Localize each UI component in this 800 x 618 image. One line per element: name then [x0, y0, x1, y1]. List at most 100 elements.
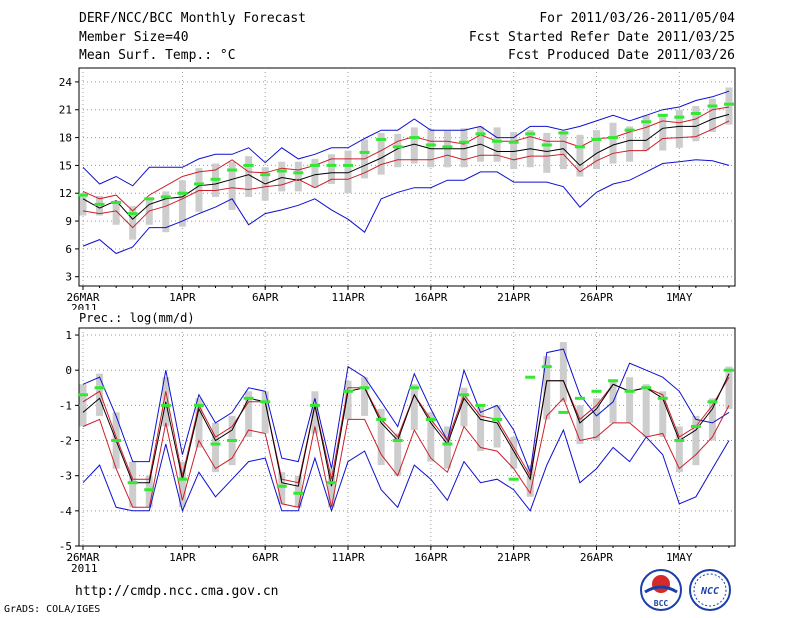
chart-2-xtick-label: 6APR	[252, 551, 279, 564]
bcc-logo-text: BCC	[654, 599, 669, 608]
chart-2-xtick-label: 26APR	[580, 551, 613, 564]
chart-1-box	[659, 115, 667, 151]
chart-1-observed-mark	[608, 136, 619, 140]
chart-1-xtick-label: 16APR	[414, 291, 447, 304]
chart-1-observed-mark	[293, 171, 304, 175]
chart-1-box	[576, 134, 584, 177]
chart-1-box	[79, 193, 87, 216]
chart-1-observed-mark	[525, 132, 536, 136]
chart-2-observed-mark	[359, 386, 370, 390]
chart-2-box	[427, 412, 435, 462]
chart-2-observed-mark	[608, 379, 619, 383]
chart-2-observed-mark	[376, 417, 387, 421]
chart-2-box	[178, 461, 186, 508]
chart-2-xtick-label: 1MAY	[666, 551, 693, 564]
chart-2-observed-mark	[458, 393, 469, 397]
chart-2-box	[460, 387, 468, 427]
chart-1-box	[195, 168, 203, 212]
chart-2-box	[592, 398, 600, 441]
chart-2-box	[510, 437, 518, 469]
chart-1-ensemble-max-line	[82, 90, 730, 187]
chart-1-ensemble-min-line	[82, 159, 730, 255]
chart-2-observed-mark	[210, 442, 221, 446]
chart-2-observed-mark	[293, 491, 304, 495]
chart-1-observed-mark	[574, 145, 585, 149]
chart-2-observed-mark	[525, 375, 536, 379]
chart-1-observed-mark	[177, 191, 188, 195]
chart-2-box	[377, 408, 385, 466]
chart-2-ensemble-max-line	[82, 348, 730, 475]
chart-1-box	[294, 161, 302, 192]
chart-1-observed-mark	[641, 120, 652, 124]
chart-1-xtick-label: 11APR	[331, 291, 364, 304]
source-url[interactable]: http://cmdp.ncc.cma.gov.cn	[75, 584, 279, 599]
chart-1-ytick-label: 9	[65, 215, 72, 228]
chart-2-box	[145, 475, 153, 508]
chart-2-ytick-label: -1	[59, 399, 72, 412]
chart-1-box	[692, 106, 700, 142]
chart-2-ensemble-mean-line	[82, 373, 730, 487]
chart-1-xtick-label: 26MAR	[66, 291, 99, 304]
chart-2-observed-mark	[541, 365, 552, 369]
chart-2-observed-mark	[624, 389, 635, 393]
chart-2-box	[493, 405, 501, 448]
chart-1-observed-mark	[376, 137, 387, 141]
chart-2-observed-mark	[144, 488, 155, 492]
chart-2-observed-mark	[326, 481, 337, 485]
chart-1-ensemble-mean-line	[82, 113, 730, 220]
chart-2-observed-mark	[475, 403, 486, 407]
chart-2-observed-mark	[674, 439, 685, 443]
chart-2-box	[626, 377, 634, 423]
chart-2-box	[278, 472, 286, 504]
chart-2-observed-mark	[558, 410, 569, 414]
chart-2-ytick-label: -3	[59, 470, 72, 483]
chart-2-observed-mark	[690, 424, 701, 428]
chart-1-observed-mark	[309, 163, 320, 167]
chart-2-ytick-label: 1	[65, 329, 72, 342]
chart-1-frame	[78, 67, 736, 287]
bcc-logo: BCC	[640, 569, 682, 611]
chart-1-observed-mark	[144, 197, 155, 201]
chart-1-observed-mark	[458, 140, 469, 144]
chart-1-observed-mark	[707, 104, 718, 108]
chart-2-box	[79, 384, 87, 427]
chart-1-observed-mark	[227, 168, 238, 172]
chart-2-box	[725, 366, 733, 409]
chart-1-observed-mark	[127, 212, 138, 216]
chart-1-box	[311, 158, 319, 188]
chart-1-box	[609, 122, 617, 164]
chart-1-observed-mark	[326, 163, 337, 167]
chart-1-observed-mark	[541, 143, 552, 147]
chart-1-observed-mark	[591, 137, 602, 141]
chart-1-xtick-year: 2011	[71, 302, 98, 310]
chart-2-observed-mark	[574, 396, 585, 400]
chart-2-observed-mark	[425, 417, 436, 421]
chart-2-box	[443, 426, 451, 469]
chart-2-observed-mark	[591, 389, 602, 393]
chart-2-box	[195, 398, 203, 448]
chart-2-ytick-label: -5	[59, 540, 72, 553]
chart-1-observed-mark	[690, 111, 701, 115]
chart-2-observed-mark	[160, 403, 171, 407]
chart-2-box	[692, 415, 700, 466]
chart-1-observed-mark	[343, 163, 354, 167]
chart-2-xtick-label: 26MAR	[66, 551, 99, 564]
fcst-produced-label: Fcst Produced Date 2011/03/26	[508, 48, 735, 63]
chart-2-xtick-label: 16APR	[414, 551, 447, 564]
chart-2-observed-mark	[442, 442, 453, 446]
chart-1-box	[642, 115, 650, 151]
chart-1-box	[377, 132, 385, 175]
chart-1-box	[162, 191, 170, 233]
chart-1-ytick-label: 18	[59, 132, 72, 145]
chart-1-ytick-label: 3	[65, 271, 72, 284]
chart-1-box	[178, 180, 186, 227]
chart-2-box	[675, 426, 683, 473]
chart-2-box	[294, 475, 302, 508]
chart-1-box	[245, 156, 253, 197]
chart-1-observed-mark	[276, 169, 287, 173]
chart-1-observed-mark	[260, 173, 271, 177]
chart-1-observed-mark	[492, 139, 503, 143]
chart-2-observed-mark	[111, 439, 122, 443]
chart-2-frame	[78, 327, 736, 547]
chart-1-box	[559, 131, 567, 170]
